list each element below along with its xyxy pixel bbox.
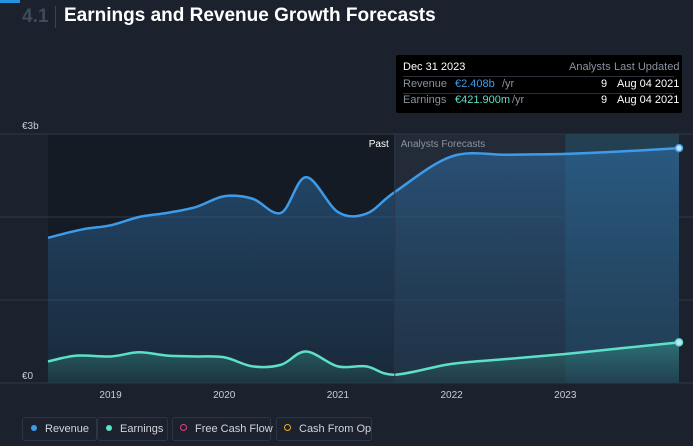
legend-earnings-button[interactable]: Earnings — [97, 417, 168, 441]
page-title: Earnings and Revenue Growth Forecasts — [64, 5, 436, 26]
tooltip-earnings-updated: Aug 04 2021 — [617, 94, 680, 106]
section-number: 4.1 — [22, 6, 49, 27]
tooltip-date: Dec 31 2023 — [403, 61, 466, 73]
legend-free-cash-flow-label: Free Cash Flow — [195, 423, 273, 435]
revenue-end-marker — [674, 143, 684, 153]
tooltip-col-updated: Last Updated — [614, 61, 680, 73]
tooltip-revenue-label: Revenue — [403, 78, 448, 90]
tooltip-col-analysts: Analysts — [569, 61, 611, 73]
header-divider — [55, 6, 56, 28]
revenue-line — [47, 146, 680, 239]
y-label-top: €3b — [22, 121, 39, 132]
x-tick-label: 2019 — [99, 390, 122, 401]
x-tick-label: 2021 — [327, 390, 350, 401]
legend-revenue-button[interactable]: Revenue — [22, 417, 97, 441]
earnings-end-marker — [674, 338, 684, 347]
tooltip-revenue-updated: Aug 04 2021 — [617, 78, 680, 90]
tooltip-earnings-analysts: 9 — [601, 94, 608, 106]
revenue-area — [48, 148, 679, 383]
tooltip-revenue-analysts: 9 — [601, 78, 608, 90]
x-tick-label: 2020 — [213, 390, 236, 401]
legend-revenue-label: Revenue — [45, 423, 90, 435]
legend-cash-from-op-label: Cash From Op — [299, 423, 372, 435]
tooltip-earnings-label: Earnings — [403, 94, 447, 106]
legend-cash-from-op-button[interactable]: Cash From Op — [276, 417, 372, 441]
x-tick-label: 2023 — [554, 390, 577, 401]
accent-bar — [0, 0, 20, 3]
earnings-dot-icon — [106, 425, 112, 431]
tooltip-revenue-value: €2.408b — [455, 78, 495, 90]
x-tick-label: 2022 — [440, 390, 463, 401]
tooltip-earnings-value: €421.900m — [455, 94, 511, 106]
y-label-bottom: €0 — [22, 371, 34, 382]
earnings-line — [47, 341, 680, 376]
cash-from-op-dot-icon — [284, 424, 291, 431]
tooltip-revenue-unit: /yr — [502, 78, 515, 90]
tooltip-earnings-unit: /yr — [512, 94, 525, 106]
forecast-label: Analysts Forecasts — [401, 139, 485, 150]
legend-free-cash-flow-button[interactable]: Free Cash Flow — [172, 417, 273, 441]
past-label: Past — [369, 139, 389, 150]
legend-earnings-label: Earnings — [120, 423, 164, 435]
free-cash-flow-dot-icon — [180, 424, 187, 431]
header: 4.1 Earnings and Revenue Growth Forecast… — [0, 0, 693, 36]
chart-tooltip: Dec 31 2023 Analysts Last Updated Revenu… — [396, 55, 682, 113]
revenue-dot-icon — [31, 425, 37, 431]
earnings-area — [48, 342, 679, 383]
